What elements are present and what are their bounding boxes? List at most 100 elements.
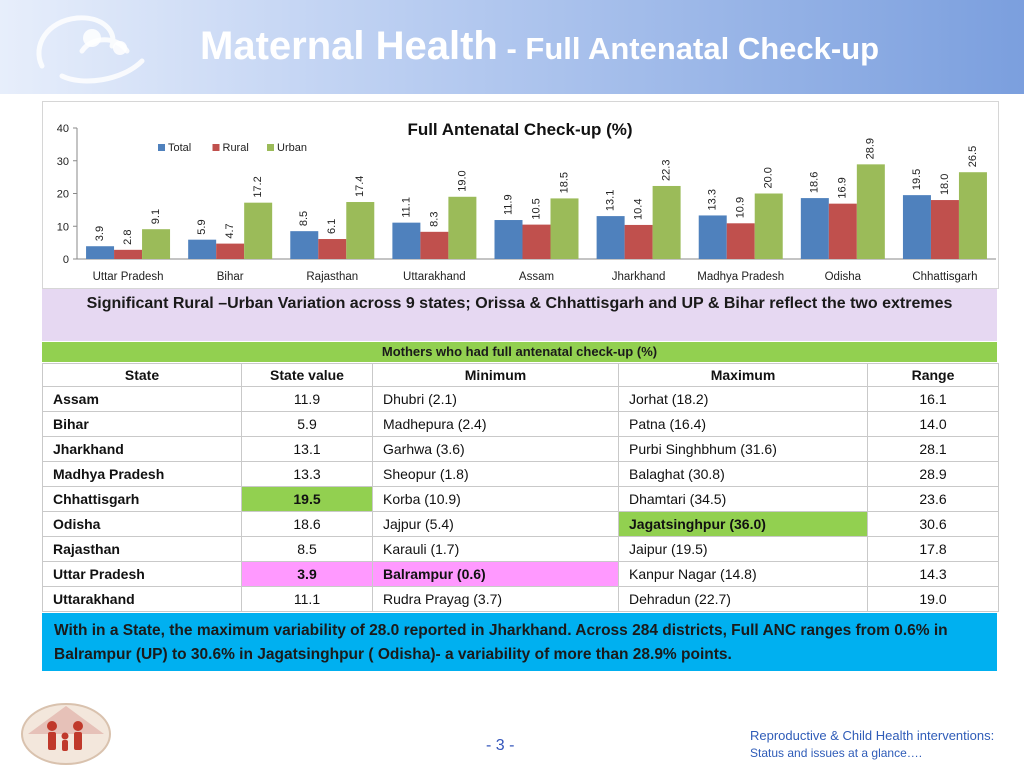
bar [828,203,857,259]
legend-swatch [158,144,165,151]
table-row: Uttar Pradesh 3.9 Balrampur (0.6) Kanpur… [42,561,999,587]
row-max: Kanpur Nagar (14.8) [618,561,868,587]
table-title: Mothers who had full antenatal check-up … [42,342,997,362]
y-tick-label: 0 [63,254,69,266]
table-row: Assam 11.9 Dhubri (2.1) Jorhat (18.2) 16… [42,386,999,412]
row-state: Madhya Pradesh [42,461,242,487]
summary-banner: Significant Rural –Urban Variation acros… [42,289,997,341]
data-label: 18.6 [809,172,821,193]
row-state: Assam [42,386,242,412]
bar [624,224,653,259]
data-label: 6.1 [326,219,338,234]
bar [930,200,959,259]
note-box: With in a State, the maximum variability… [42,613,997,671]
row-value: 13.3 [241,461,373,487]
data-label: 18.0 [939,174,951,195]
table-row: Jharkhand 13.1 Garhwa (3.6) Purbi Singhb… [42,436,999,462]
row-range: 19.0 [867,586,999,612]
title-main: Maternal Health [200,24,498,68]
row-value: 18.6 [241,511,373,537]
data-label: 16.9 [837,177,849,198]
district-table: State State value Minimum Maximum Range … [42,363,999,612]
data-label: 28.9 [865,138,877,159]
mother-child-logo-icon [36,15,145,84]
y-tick-label: 10 [57,221,69,233]
row-min: Madhepura (2.4) [372,411,619,437]
data-label: 17.4 [354,176,366,197]
bar [856,164,885,259]
row-min: Garhwa (3.6) [372,436,619,462]
bar [754,193,783,259]
bar [522,224,551,259]
data-label: 10.9 [735,197,747,218]
row-range: 28.9 [867,461,999,487]
row-range: 30.6 [867,511,999,537]
row-max: Balaghat (30.8) [618,461,868,487]
row-max: Dhamtari (34.5) [618,486,868,512]
legend-label: Urban [277,142,307,154]
table-row: Rajasthan 8.5 Karauli (1.7) Jaipur (19.5… [42,536,999,562]
row-state: Rajasthan [42,536,242,562]
bar [392,222,421,259]
table-row: Odisha 18.6 Jajpur (5.4) Jagatsinghpur (… [42,511,999,537]
row-max: Jorhat (18.2) [618,386,868,412]
chart-svg: 0 10 20 30 40 Full Antenatal Check-up (%) Tota… [57,120,996,283]
legend-label: Rural [223,142,249,154]
row-state: Uttar Pradesh [42,561,242,587]
bar [726,223,755,259]
bar [114,249,143,259]
row-min: Dhubri (2.1) [372,386,619,412]
header-value: State value [241,363,373,387]
bar [86,246,115,259]
row-value-highlight: 19.5 [241,486,373,512]
chart-title: Full Antenatal Check-up (%) [407,120,632,139]
data-label: 17.2 [252,176,264,197]
row-max-highlight: Jagatsinghpur (36.0) [618,511,868,537]
bar [800,198,829,259]
legend-swatch [212,144,220,151]
x-tick-label: Assam [519,271,554,283]
row-min-highlight: Balrampur (0.6) [372,561,619,587]
row-state: Jharkhand [42,436,242,462]
slide-header: Maternal Health - Full Antenatal Check-u… [0,0,1024,94]
row-max: Patna (16.4) [618,411,868,437]
data-label: 19.0 [456,170,468,191]
data-label: 10.5 [530,198,542,219]
row-range: 14.3 [867,561,999,587]
data-label: 11.1 [400,197,412,218]
row-max: Jaipur (19.5) [618,536,868,562]
data-label: 10.4 [633,199,645,220]
data-label: 8.3 [428,212,440,227]
table-row: Chhattisgarh 19.5 Korba (10.9) Dhamtari … [42,486,999,512]
footer-line-2: Status and issues at a glance…. [750,746,923,760]
bar [290,231,319,259]
row-value: 8.5 [241,536,373,562]
row-min: Karauli (1.7) [372,536,619,562]
data-label: 20.0 [763,167,775,188]
bar [652,185,681,259]
bar [494,220,523,259]
bar [188,239,217,259]
x-tick-label: Odisha [825,271,862,283]
data-label: 8.5 [298,211,310,226]
bar [550,198,579,259]
x-tick-label: Bihar [217,271,244,283]
row-min: Rudra Prayag (3.7) [372,586,619,612]
data-label: 22.3 [661,160,673,181]
table-row: Uttarakhand 11.1 Rudra Prayag (3.7) Dehr… [42,586,999,612]
row-value: 5.9 [241,411,373,437]
row-min: Jajpur (5.4) [372,511,619,537]
data-label: 26.5 [967,146,979,167]
table-row: Madhya Pradesh 13.3 Sheopur (1.8) Balagh… [42,461,999,487]
row-max: Dehradun (22.7) [618,586,868,612]
data-label: 13.1 [605,190,617,211]
header-max: Maximum [618,363,868,387]
x-tick-label: Uttar Pradesh [93,271,164,283]
data-label: 13.3 [707,189,719,210]
footer-line-1: Reproductive & Child Health intervention… [750,728,995,743]
header-range: Range [867,363,999,387]
footer-caption: Reproductive & Child Health intervention… [750,728,1012,760]
bar-chart: 0 10 20 30 40 Full Antenatal Check-up (%) Tota… [42,101,999,289]
row-state: Chhattisgarh [42,486,242,512]
family-emblem-icon [21,703,111,765]
